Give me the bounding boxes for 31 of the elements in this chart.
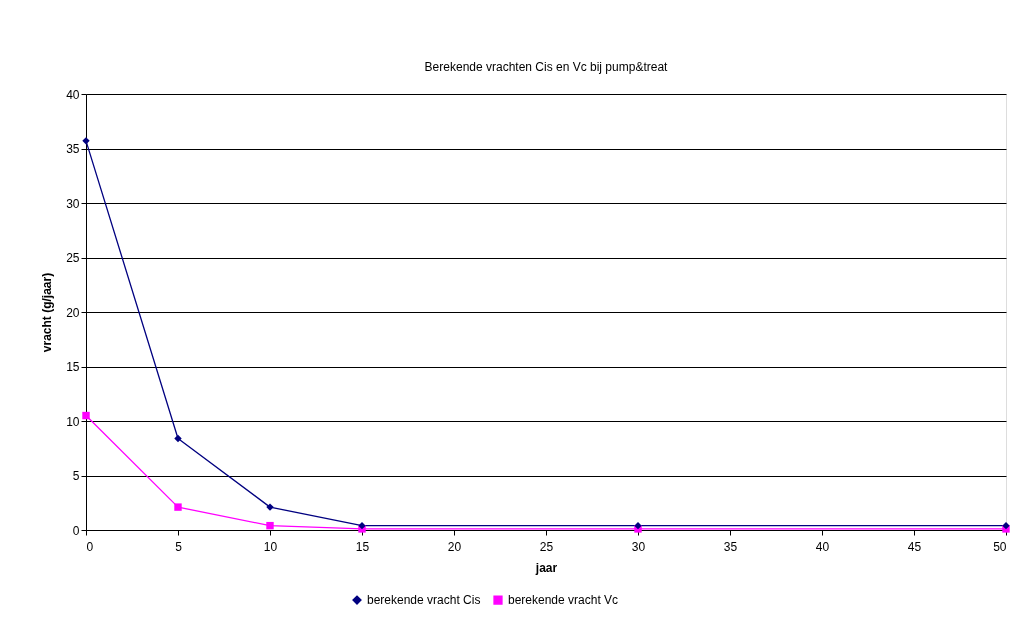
legend-label: berekende vracht Vc	[508, 593, 619, 608]
x-axis-title: jaar	[534, 560, 558, 575]
x-tick-label: 15	[355, 539, 370, 554]
y-tick-label: 20	[66, 305, 80, 320]
y-tick-label: 25	[66, 251, 80, 265]
x-tick-label: 30	[631, 539, 646, 554]
x-tick-label: 45	[907, 539, 922, 554]
x-tick-label: 10	[263, 539, 278, 554]
legend-label: berekende vracht Cis	[367, 593, 481, 608]
point	[358, 521, 366, 530]
y-tick-label: 10	[66, 414, 80, 429]
y-tick-label: 30	[66, 196, 80, 211]
y-tick-label: 5	[72, 469, 80, 483]
point	[1002, 521, 1010, 530]
x-tick-label: 20	[447, 539, 462, 554]
x-tick-label: 50	[993, 539, 1007, 554]
x-tick-label: 5	[175, 539, 183, 554]
y-axis-title: vracht (g/jaar)	[40, 272, 55, 353]
x-tick-label: 35	[723, 539, 738, 554]
x-tick-label: 0	[86, 539, 94, 554]
y-tick-label: 35	[66, 142, 80, 156]
y-tick-label: 40	[66, 87, 80, 102]
x-tick-label: 25	[539, 539, 554, 554]
point	[174, 503, 182, 511]
point	[266, 521, 274, 530]
chart-title: Berekende vrachten Cis en Vc bij pump&treat	[424, 60, 669, 74]
y-tick-label: 0	[72, 523, 80, 538]
x-tick-label: 40	[815, 539, 830, 554]
point	[174, 434, 182, 443]
point	[634, 521, 642, 530]
y-tick-label: 15	[66, 360, 80, 374]
